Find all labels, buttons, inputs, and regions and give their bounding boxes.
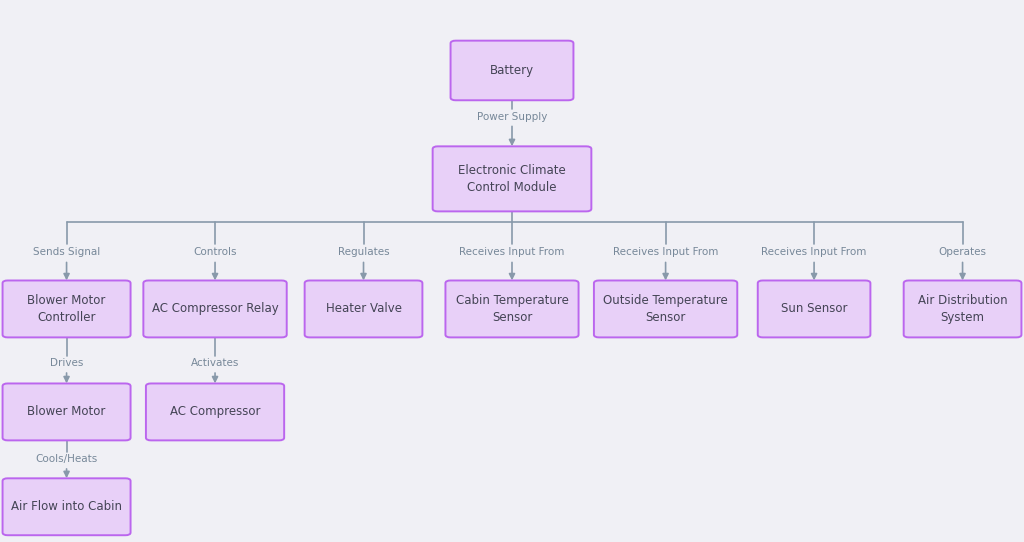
FancyBboxPatch shape [2,384,131,440]
FancyBboxPatch shape [432,146,592,211]
Text: Outside Temperature
Sensor: Outside Temperature Sensor [603,294,728,324]
Text: Air Flow into Cabin: Air Flow into Cabin [11,500,122,513]
Text: Power Supply: Power Supply [477,112,547,121]
Text: Regulates: Regulates [338,247,389,257]
FancyBboxPatch shape [445,281,579,337]
Text: Drives: Drives [50,358,83,368]
Text: Sends Signal: Sends Signal [33,247,100,257]
Text: Blower Motor
Controller: Blower Motor Controller [28,294,105,324]
FancyBboxPatch shape [903,281,1021,337]
FancyBboxPatch shape [2,281,131,337]
FancyBboxPatch shape [2,479,131,535]
Text: Activates: Activates [190,358,240,368]
Text: Sun Sensor: Sun Sensor [781,302,847,315]
Text: Blower Motor: Blower Motor [28,405,105,418]
FancyBboxPatch shape [758,281,870,337]
Text: AC Compressor Relay: AC Compressor Relay [152,302,279,315]
Text: Receives Input From: Receives Input From [460,247,564,257]
Text: Electronic Climate
Control Module: Electronic Climate Control Module [458,164,566,193]
Text: Receives Input From: Receives Input From [762,247,866,257]
Text: Heater Valve: Heater Valve [326,302,401,315]
FancyBboxPatch shape [143,281,287,337]
FancyBboxPatch shape [305,281,422,337]
Text: Battery: Battery [489,64,535,77]
FancyBboxPatch shape [594,281,737,337]
Text: Cabin Temperature
Sensor: Cabin Temperature Sensor [456,294,568,324]
Text: Receives Input From: Receives Input From [613,247,718,257]
FancyBboxPatch shape [451,41,573,100]
Text: Controls: Controls [194,247,237,257]
Text: Air Distribution
System: Air Distribution System [918,294,1008,324]
FancyBboxPatch shape [145,384,284,440]
Text: Operates: Operates [939,247,986,257]
Text: Cools/Heats: Cools/Heats [36,454,97,464]
Text: AC Compressor: AC Compressor [170,405,260,418]
